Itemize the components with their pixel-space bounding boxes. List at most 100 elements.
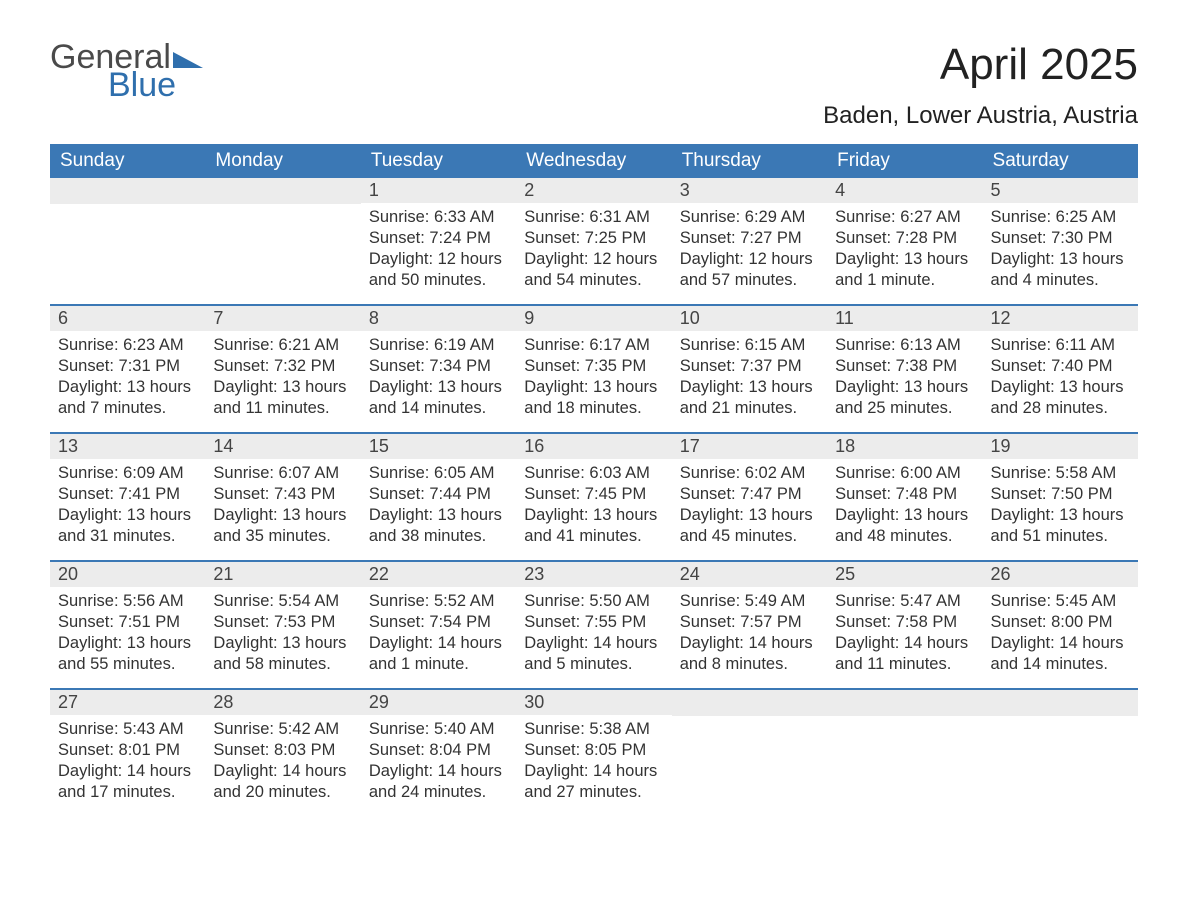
sunset-line: Sunset: 7:50 PM: [991, 484, 1130, 505]
calendar-day: 18Sunrise: 6:00 AMSunset: 7:48 PMDayligh…: [827, 434, 982, 560]
calendar-day: 24Sunrise: 5:49 AMSunset: 7:57 PMDayligh…: [672, 562, 827, 688]
day-number: 7: [205, 306, 360, 331]
sunset-line: Sunset: 8:00 PM: [991, 612, 1130, 633]
daylight-line: Daylight: 13 hours and 55 minutes.: [58, 633, 197, 675]
daylight-line: Daylight: 12 hours and 54 minutes.: [524, 249, 663, 291]
logo: General Blue: [50, 40, 207, 102]
sunset-line: Sunset: 7:38 PM: [835, 356, 974, 377]
sunrise-line: Sunrise: 6:23 AM: [58, 335, 197, 356]
sunset-line: Sunset: 7:28 PM: [835, 228, 974, 249]
day-number: 20: [50, 562, 205, 587]
day-details: Sunrise: 6:33 AMSunset: 7:24 PMDaylight:…: [361, 203, 516, 299]
day-number: 15: [361, 434, 516, 459]
daylight-line: Daylight: 13 hours and 18 minutes.: [524, 377, 663, 419]
sunrise-line: Sunrise: 6:02 AM: [680, 463, 819, 484]
calendar-week: 13Sunrise: 6:09 AMSunset: 7:41 PMDayligh…: [50, 432, 1138, 560]
sunrise-line: Sunrise: 5:56 AM: [58, 591, 197, 612]
empty-day-bar: [672, 690, 827, 716]
day-details: Sunrise: 6:31 AMSunset: 7:25 PMDaylight:…: [516, 203, 671, 299]
sunset-line: Sunset: 7:34 PM: [369, 356, 508, 377]
sunset-line: Sunset: 7:55 PM: [524, 612, 663, 633]
sunrise-line: Sunrise: 5:50 AM: [524, 591, 663, 612]
day-number: 19: [983, 434, 1138, 459]
daylight-line: Daylight: 13 hours and 58 minutes.: [213, 633, 352, 675]
sunrise-line: Sunrise: 6:29 AM: [680, 207, 819, 228]
daylight-line: Daylight: 13 hours and 11 minutes.: [213, 377, 352, 419]
empty-day-bar: [50, 178, 205, 204]
calendar-day: 6Sunrise: 6:23 AMSunset: 7:31 PMDaylight…: [50, 306, 205, 432]
sunset-line: Sunset: 7:40 PM: [991, 356, 1130, 377]
sunrise-line: Sunrise: 6:00 AM: [835, 463, 974, 484]
sunrise-line: Sunrise: 5:40 AM: [369, 719, 508, 740]
day-details: Sunrise: 5:38 AMSunset: 8:05 PMDaylight:…: [516, 715, 671, 811]
sunset-line: Sunset: 7:35 PM: [524, 356, 663, 377]
day-details: Sunrise: 6:23 AMSunset: 7:31 PMDaylight:…: [50, 331, 205, 427]
day-number: 13: [50, 434, 205, 459]
empty-day-bar: [205, 178, 360, 204]
sunset-line: Sunset: 7:57 PM: [680, 612, 819, 633]
month-title: April 2025: [823, 40, 1138, 90]
weekday-header: Wednesday: [516, 144, 671, 178]
sunset-line: Sunset: 7:24 PM: [369, 228, 508, 249]
calendar: SundayMondayTuesdayWednesdayThursdayFrid…: [50, 144, 1138, 816]
day-details: Sunrise: 5:40 AMSunset: 8:04 PMDaylight:…: [361, 715, 516, 811]
daylight-line: Daylight: 14 hours and 17 minutes.: [58, 761, 197, 803]
calendar-day: 25Sunrise: 5:47 AMSunset: 7:58 PMDayligh…: [827, 562, 982, 688]
daylight-line: Daylight: 14 hours and 5 minutes.: [524, 633, 663, 675]
calendar-day: 29Sunrise: 5:40 AMSunset: 8:04 PMDayligh…: [361, 690, 516, 816]
day-number: 14: [205, 434, 360, 459]
day-details: Sunrise: 5:56 AMSunset: 7:51 PMDaylight:…: [50, 587, 205, 683]
sunrise-line: Sunrise: 6:05 AM: [369, 463, 508, 484]
day-number: 8: [361, 306, 516, 331]
sunrise-line: Sunrise: 6:33 AM: [369, 207, 508, 228]
daylight-line: Daylight: 13 hours and 21 minutes.: [680, 377, 819, 419]
daylight-line: Daylight: 13 hours and 45 minutes.: [680, 505, 819, 547]
day-number: 22: [361, 562, 516, 587]
calendar-day: 9Sunrise: 6:17 AMSunset: 7:35 PMDaylight…: [516, 306, 671, 432]
day-number: 23: [516, 562, 671, 587]
sunrise-line: Sunrise: 6:27 AM: [835, 207, 974, 228]
day-number: 5: [983, 178, 1138, 203]
calendar-day: 3Sunrise: 6:29 AMSunset: 7:27 PMDaylight…: [672, 178, 827, 304]
day-number: 6: [50, 306, 205, 331]
calendar-day: 1Sunrise: 6:33 AMSunset: 7:24 PMDaylight…: [361, 178, 516, 304]
calendar-day: 8Sunrise: 6:19 AMSunset: 7:34 PMDaylight…: [361, 306, 516, 432]
daylight-line: Daylight: 13 hours and 7 minutes.: [58, 377, 197, 419]
sunrise-line: Sunrise: 5:54 AM: [213, 591, 352, 612]
daylight-line: Daylight: 13 hours and 28 minutes.: [991, 377, 1130, 419]
sunrise-line: Sunrise: 6:19 AM: [369, 335, 508, 356]
calendar-day: [827, 690, 982, 816]
day-number: 12: [983, 306, 1138, 331]
day-details: Sunrise: 6:03 AMSunset: 7:45 PMDaylight:…: [516, 459, 671, 555]
day-number: 1: [361, 178, 516, 203]
day-number: 28: [205, 690, 360, 715]
day-details: Sunrise: 6:13 AMSunset: 7:38 PMDaylight:…: [827, 331, 982, 427]
sunrise-line: Sunrise: 6:09 AM: [58, 463, 197, 484]
calendar-week: 20Sunrise: 5:56 AMSunset: 7:51 PMDayligh…: [50, 560, 1138, 688]
day-details: Sunrise: 5:45 AMSunset: 8:00 PMDaylight:…: [983, 587, 1138, 683]
calendar-day: 27Sunrise: 5:43 AMSunset: 8:01 PMDayligh…: [50, 690, 205, 816]
calendar-day: 7Sunrise: 6:21 AMSunset: 7:32 PMDaylight…: [205, 306, 360, 432]
sunset-line: Sunset: 7:44 PM: [369, 484, 508, 505]
calendar-day: 28Sunrise: 5:42 AMSunset: 8:03 PMDayligh…: [205, 690, 360, 816]
sunset-line: Sunset: 7:32 PM: [213, 356, 352, 377]
sunset-line: Sunset: 7:58 PM: [835, 612, 974, 633]
calendar-day: 30Sunrise: 5:38 AMSunset: 8:05 PMDayligh…: [516, 690, 671, 816]
daylight-line: Daylight: 14 hours and 20 minutes.: [213, 761, 352, 803]
daylight-line: Daylight: 14 hours and 8 minutes.: [680, 633, 819, 675]
day-details: Sunrise: 5:52 AMSunset: 7:54 PMDaylight:…: [361, 587, 516, 683]
sunrise-line: Sunrise: 5:38 AM: [524, 719, 663, 740]
sunrise-line: Sunrise: 5:43 AM: [58, 719, 197, 740]
day-details: Sunrise: 5:42 AMSunset: 8:03 PMDaylight:…: [205, 715, 360, 811]
day-details: Sunrise: 6:07 AMSunset: 7:43 PMDaylight:…: [205, 459, 360, 555]
day-details: Sunrise: 5:50 AMSunset: 7:55 PMDaylight:…: [516, 587, 671, 683]
empty-day-bar: [983, 690, 1138, 716]
day-details: Sunrise: 6:29 AMSunset: 7:27 PMDaylight:…: [672, 203, 827, 299]
sunset-line: Sunset: 7:43 PM: [213, 484, 352, 505]
sunrise-line: Sunrise: 6:13 AM: [835, 335, 974, 356]
sunrise-line: Sunrise: 6:31 AM: [524, 207, 663, 228]
day-details: Sunrise: 6:09 AMSunset: 7:41 PMDaylight:…: [50, 459, 205, 555]
day-number: 25: [827, 562, 982, 587]
day-number: 26: [983, 562, 1138, 587]
weekday-header-row: SundayMondayTuesdayWednesdayThursdayFrid…: [50, 144, 1138, 178]
